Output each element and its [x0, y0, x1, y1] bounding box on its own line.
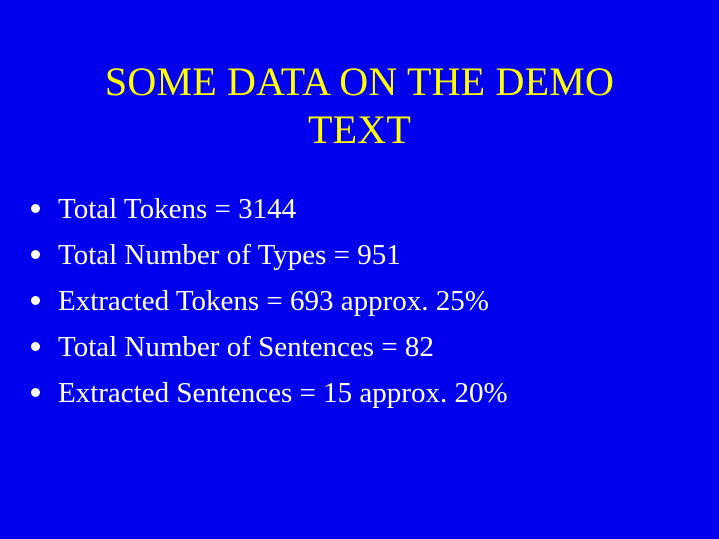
bullet-dot-icon — [31, 388, 40, 397]
bullet-dot-icon — [31, 342, 40, 351]
bullet-text-total-tokens: Total Tokens = 3144 — [58, 193, 297, 225]
bullet-item: Total Tokens = 3144 — [30, 186, 700, 232]
bullet-dot-icon — [31, 296, 40, 305]
bullet-item: Total Number of Types = 951 — [30, 232, 700, 278]
bullet-item: Total Number of Sentences = 82 — [30, 324, 700, 370]
bullet-text-total-types: Total Number of Types = 951 — [58, 239, 401, 271]
slide-title: SOME DATA ON THE DEMO TEXT — [0, 58, 719, 154]
bullet-text-extracted-sentences: Extracted Sentences = 15 approx. 20% — [58, 377, 508, 409]
bullet-dot-icon — [31, 204, 40, 213]
bullet-text-total-sentences: Total Number of Sentences = 82 — [58, 331, 434, 363]
bullet-text-extracted-tokens: Extracted Tokens = 693 approx. 25% — [58, 285, 489, 317]
bullet-item: Extracted Sentences = 15 approx. 20% — [30, 370, 700, 416]
title-line-1: SOME DATA ON THE DEMO — [104, 59, 615, 104]
bullet-list: Total Tokens = 3144 Total Number of Type… — [30, 186, 700, 416]
title-line-2: TEXT — [308, 107, 411, 152]
bullet-item: Extracted Tokens = 693 approx. 25% — [30, 278, 700, 324]
bullet-dot-icon — [31, 250, 40, 259]
